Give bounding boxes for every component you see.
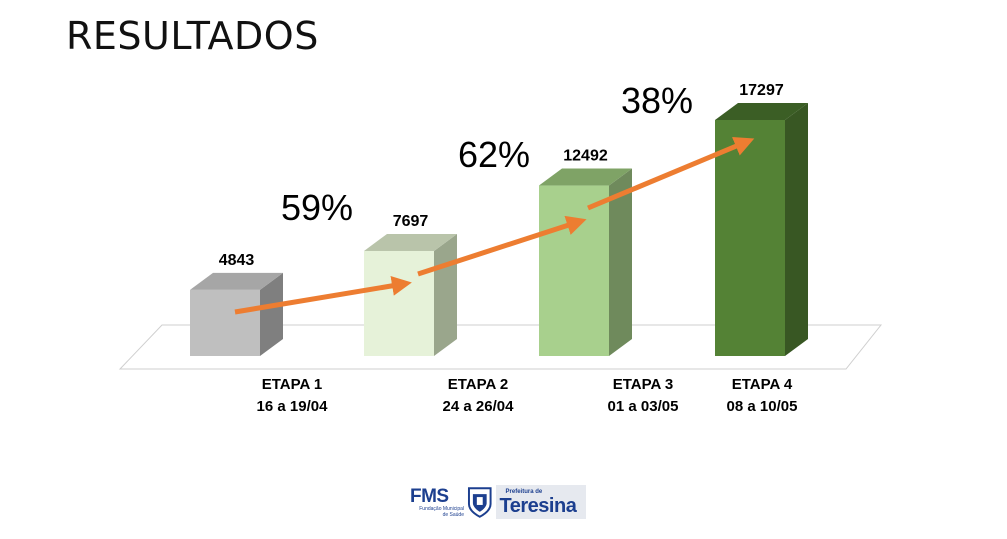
category-date-2: 24 a 26/04: [443, 398, 515, 415]
value-label-4: 17297: [739, 82, 784, 99]
growth-arrow-3: [587, 137, 755, 211]
bar-front: [364, 250, 434, 356]
bar-top: [715, 103, 808, 120]
bar-side: [609, 168, 632, 356]
bar-4: [715, 103, 808, 356]
growth-arrow-1: [234, 275, 412, 315]
category-date-3: 01 a 03/05: [608, 398, 679, 415]
bar-side: [434, 233, 457, 356]
chart-floor: [118, 324, 883, 370]
bar-side: [260, 272, 283, 356]
category-label-4: ETAPA 4: [732, 376, 793, 393]
fms-logo-text: FMS: [410, 485, 449, 507]
bar-top: [190, 272, 283, 290]
fms-logo: FMS Fundação Municipal de Saúde: [410, 484, 464, 520]
prefeitura-label: Prefeitura de: [505, 489, 543, 495]
fms-teresina-logo: FMS Fundação Municipal de Saúde Prefeitu…: [410, 484, 586, 520]
city-crest-icon: [467, 487, 492, 518]
category-label-1: ETAPA 1: [262, 376, 323, 393]
growth-label-1: 59%: [281, 187, 353, 228]
bar-front: [539, 185, 609, 356]
growth-label-2: 62%: [458, 134, 530, 175]
bar-2: [364, 233, 457, 356]
value-label-2: 7697: [393, 213, 429, 230]
value-label-3: 12492: [563, 148, 608, 165]
category-date-1: 16 a 19/04: [257, 398, 329, 415]
prefeitura-logo: Prefeitura de Teresina: [495, 485, 586, 519]
growth-arrow-2: [417, 215, 587, 277]
category-label-3: ETAPA 3: [613, 376, 674, 393]
fms-logo-subtitle-line2: de Saúde: [442, 511, 464, 518]
page-title: RESULTADOS: [66, 14, 319, 58]
bar-front: [715, 120, 785, 356]
city-name: Teresina: [499, 495, 577, 517]
bar-1: [190, 272, 283, 356]
bar-front: [190, 289, 260, 356]
category-date-4: 08 a 10/05: [727, 398, 798, 415]
bar-side: [785, 103, 808, 356]
category-label-2: ETAPA 2: [448, 376, 509, 393]
fms-logo-subtitle: Fundação Municipal de Saúde: [410, 506, 464, 518]
fms-logo-subtitle-line1: Fundação Municipal: [419, 505, 464, 512]
bar-3: [539, 168, 632, 356]
bar-top: [364, 233, 457, 251]
bar-top: [539, 168, 632, 186]
value-label-1: 4843: [219, 252, 255, 269]
growth-label-3: 38%: [621, 80, 693, 121]
